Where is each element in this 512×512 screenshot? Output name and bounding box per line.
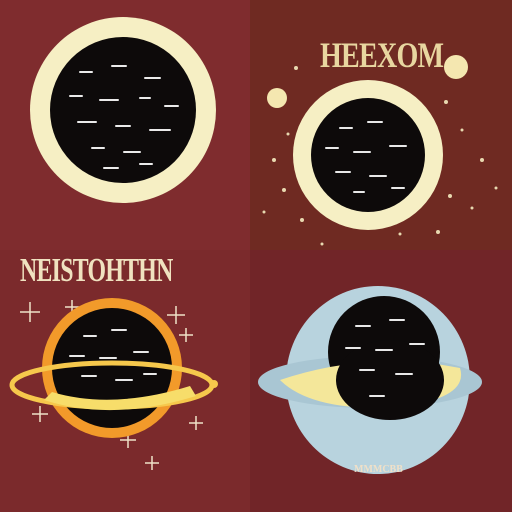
panel-title: HEEXOM xyxy=(320,35,444,75)
sparkle-stars xyxy=(20,300,203,470)
planet-speckles xyxy=(69,329,157,381)
ring-moon xyxy=(210,380,218,388)
planet-speckles xyxy=(69,65,179,169)
planet-with-moons-illustration xyxy=(262,55,498,246)
panel-top-right: HEEXOM xyxy=(250,0,512,250)
ring-highlight xyxy=(44,386,196,411)
planet-lower-half xyxy=(336,340,444,420)
panel-caption: MMMCBB xyxy=(354,464,403,475)
planet-speckles xyxy=(345,319,425,397)
saturn-style-planet-illustration xyxy=(9,298,218,470)
black-planet xyxy=(311,98,425,212)
panel-bottom-left: NEISTOHTHN xyxy=(0,250,250,512)
background-stars xyxy=(262,66,498,246)
small-moon-left xyxy=(267,88,287,108)
planet-speckles xyxy=(325,121,407,193)
panel-top-left xyxy=(0,0,250,250)
panel-title: NEISTOHTHN xyxy=(20,252,173,289)
banded-planet-illustration xyxy=(258,286,482,474)
black-planet xyxy=(50,37,196,183)
panel-bottom-right: MMMCBB xyxy=(250,250,512,512)
small-moon-right xyxy=(444,55,468,79)
ringed-planet-illustration xyxy=(30,17,216,203)
